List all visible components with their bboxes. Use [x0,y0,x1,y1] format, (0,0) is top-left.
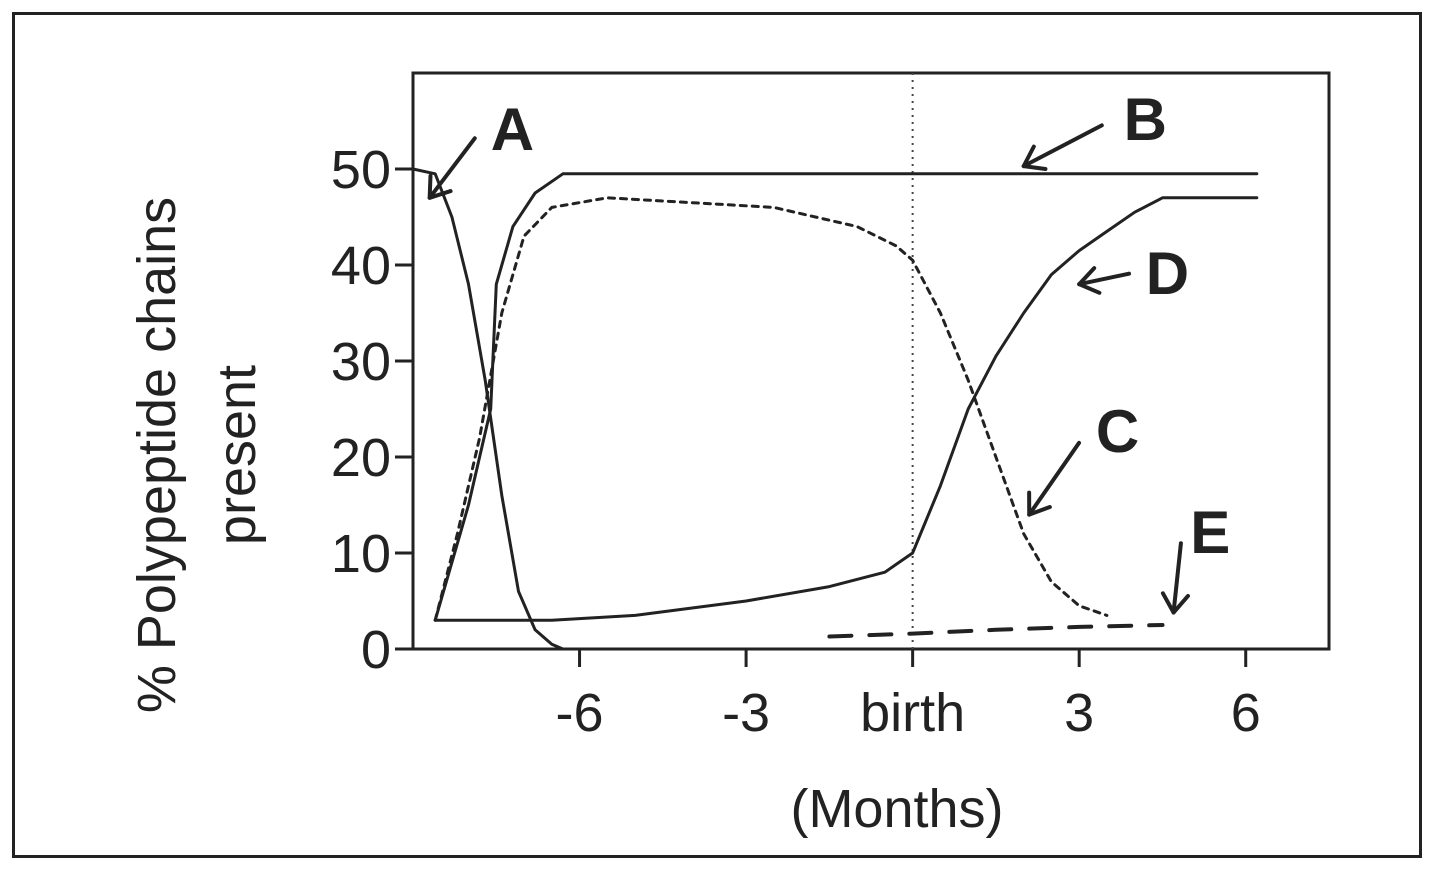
series-arrow-c [1027,440,1082,517]
series-arrowhead-c [1027,490,1052,517]
series-label-e: E [1190,499,1230,566]
y-tick-label: 20 [331,428,391,488]
y-tick-label: 50 [331,140,391,200]
series-arrowhead-d [1077,266,1102,295]
series-line-b [433,172,1259,622]
y-tick-label: 10 [331,524,391,584]
x-tick-label: -6 [556,683,604,743]
y-tick-label: 30 [331,332,391,392]
x-axis-label: (Months) [790,779,1003,839]
series-label-b: B [1124,86,1167,153]
series-label-a: A [491,96,534,163]
series-arrowhead-e [1160,591,1190,615]
series-line-c [433,196,1109,622]
y-tick-label: 0 [361,620,391,680]
series-line-a [411,167,565,651]
series-label-d: D [1146,240,1189,307]
y-tick-label: 40 [331,236,391,296]
series-arrow-b [1021,123,1104,169]
series-arrowhead-b [1021,144,1048,171]
y-axis-label: % Polypeptide chains present [127,197,267,713]
x-tick-label: -3 [722,683,770,743]
series-arrow-e [1171,541,1183,615]
series-label-c: C [1096,398,1139,465]
series-line-e [827,623,1165,639]
x-tick-label: 6 [1231,683,1261,743]
line-chart: -6 -3 birth 3 6 0 10 20 30 40 50 A B C D E (Months) % … [127,71,1331,839]
y-axis-label-line-2: present [207,365,267,545]
x-tick-label: 3 [1064,683,1094,743]
y-axis-label-line-1: % Polypeptide chains [127,197,187,713]
series-arrow-a [427,136,477,200]
series-arrowhead-a [427,173,453,200]
series-arrow-d [1077,271,1132,287]
chart-frame: -6 -3 birth 3 6 0 10 20 30 40 50 A B C D E (Months) % … [12,12,1422,858]
x-tick-label: birth [860,683,965,743]
series-line-d [433,196,1259,622]
